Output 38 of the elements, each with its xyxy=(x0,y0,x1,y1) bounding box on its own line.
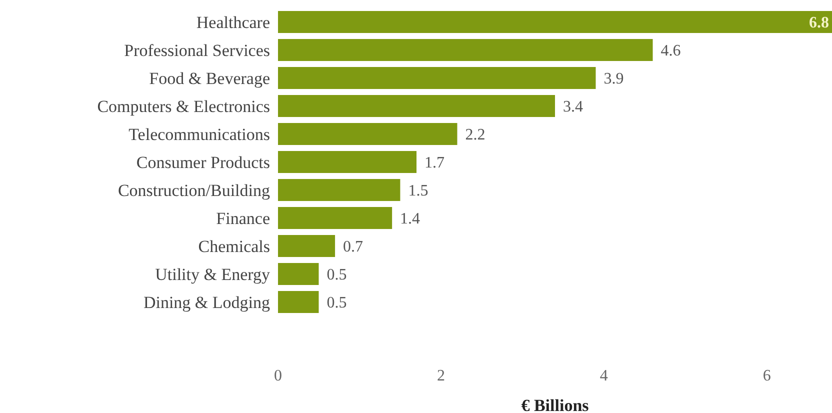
y-tick-label: Construction/Building xyxy=(118,181,270,200)
x-tick-label: 0 xyxy=(274,367,282,384)
y-tick-label: Food & Beverage xyxy=(149,69,270,88)
y-tick-label: Computers & Electronics xyxy=(97,97,270,116)
bar xyxy=(278,179,400,201)
data-label: 3.4 xyxy=(563,98,583,116)
x-tick-label: 6 xyxy=(762,367,771,384)
y-tick-label: Utility & Energy xyxy=(155,265,270,284)
bar xyxy=(278,263,319,285)
bar xyxy=(278,291,319,313)
bar xyxy=(278,67,596,89)
data-label: 4.6 xyxy=(660,42,681,60)
data-label: 0.7 xyxy=(343,238,364,256)
data-label: 1.7 xyxy=(424,154,444,172)
bar xyxy=(278,123,458,145)
data-label: 3.9 xyxy=(604,70,624,88)
y-tick-label: Healthcare xyxy=(196,13,270,32)
y-tick-label: Finance xyxy=(216,209,270,228)
data-label: 1.4 xyxy=(400,210,420,228)
y-tick-label: Consumer Products xyxy=(136,153,270,172)
bar xyxy=(278,39,653,61)
x-tick-label: 2 xyxy=(436,367,445,384)
data-label: 0.5 xyxy=(326,266,347,284)
y-tick-label: Dining & Lodging xyxy=(143,293,270,312)
bar xyxy=(278,11,832,33)
data-label: 0.5 xyxy=(326,294,347,312)
data-label: 6.8 xyxy=(809,14,829,32)
bar xyxy=(278,207,392,229)
bar xyxy=(278,235,336,257)
x-axis-title: € Billions xyxy=(521,396,590,413)
y-tick-label: Chemicals xyxy=(198,237,270,256)
y-tick-label: Telecommunications xyxy=(128,125,270,144)
data-label: 2.2 xyxy=(465,126,486,144)
bar xyxy=(278,151,416,173)
y-tick-label: Professional Services xyxy=(124,41,270,60)
bar xyxy=(278,95,555,117)
x-tick-label: 4 xyxy=(600,367,608,384)
data-label: 1.5 xyxy=(408,182,428,200)
